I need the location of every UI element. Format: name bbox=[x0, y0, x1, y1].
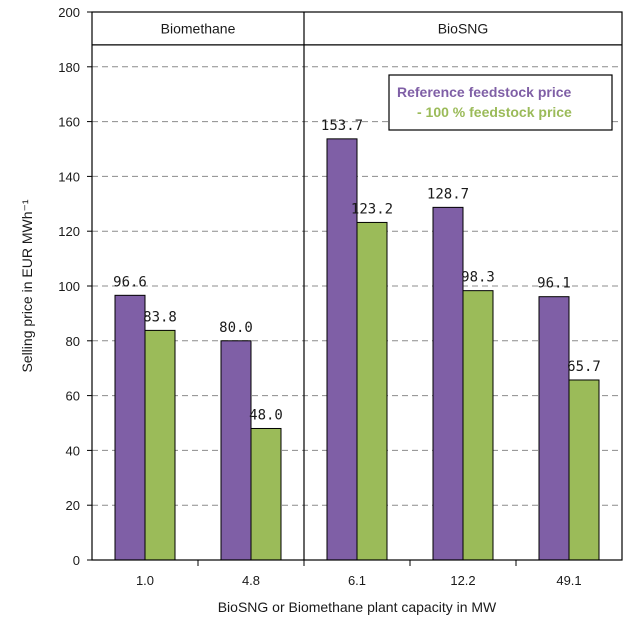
y-tick-label: 20 bbox=[66, 498, 80, 513]
data-label: 48.0 bbox=[249, 407, 283, 423]
bar bbox=[432, 206, 464, 561]
data-labels: 96.6 83.8 80.0 48.0 153.7 123.2 128.7 98.3 96.1 6… bbox=[113, 118, 601, 424]
x-tick-label: 12.2 bbox=[450, 573, 475, 588]
data-label: 96.1 bbox=[537, 276, 571, 292]
legend-entry: Reference feedstock price bbox=[397, 84, 572, 100]
x-tick-label: 1.0 bbox=[136, 573, 154, 588]
y-tick-label: 180 bbox=[58, 60, 80, 75]
data-label: 128.7 bbox=[427, 186, 469, 202]
bar bbox=[462, 290, 494, 561]
plot-frame bbox=[91, 11, 623, 561]
section-label: BioSNG bbox=[438, 20, 489, 36]
data-label: 123.2 bbox=[351, 201, 393, 217]
bar bbox=[538, 296, 570, 561]
bar bbox=[568, 379, 600, 561]
y-tick-label: 120 bbox=[58, 224, 80, 239]
x-tick-label: 4.8 bbox=[242, 573, 260, 588]
bars bbox=[114, 138, 600, 561]
x-tick-label: 49.1 bbox=[556, 573, 581, 588]
y-axis-ticks: 0 20 40 60 80 100 120 140 160 180 200 bbox=[58, 5, 92, 568]
section-label: Biomethane bbox=[161, 20, 236, 36]
y-tick-label: 80 bbox=[66, 334, 80, 349]
y-tick-label: 140 bbox=[58, 169, 80, 184]
data-label: 153.7 bbox=[321, 118, 363, 134]
bar bbox=[220, 340, 252, 561]
y-tick-label: 40 bbox=[66, 443, 80, 458]
data-label: 65.7 bbox=[567, 359, 601, 375]
y-tick-label: 200 bbox=[58, 5, 80, 20]
bar bbox=[114, 294, 146, 561]
data-label: 80.0 bbox=[219, 320, 253, 336]
x-axis-title: BioSNG or Biomethane plant capacity in M… bbox=[218, 599, 497, 615]
y-tick-label: 0 bbox=[73, 553, 80, 568]
bar bbox=[326, 138, 358, 561]
data-label: 96.6 bbox=[113, 274, 147, 290]
data-label: 83.8 bbox=[143, 309, 177, 325]
bar bbox=[250, 427, 282, 561]
x-axis-ticks: 1.0 4.8 6.1 12.2 49.1 bbox=[136, 560, 582, 588]
y-tick-label: 60 bbox=[66, 389, 80, 404]
bar bbox=[356, 221, 388, 561]
legend-box bbox=[388, 74, 613, 131]
y-tick-label: 100 bbox=[58, 279, 80, 294]
data-label: 98.3 bbox=[461, 270, 495, 286]
y-axis-title: Selling price in EUR MWh⁻¹ bbox=[19, 199, 35, 372]
y-tick-label: 160 bbox=[58, 115, 80, 130]
bar bbox=[144, 329, 176, 561]
legend-entry: - 100 % feedstock price bbox=[417, 104, 572, 120]
x-tick-label: 6.1 bbox=[348, 573, 366, 588]
legend: Reference feedstock price - 100 % feedsto… bbox=[388, 74, 613, 131]
section-headers: Biomethane BioSNG bbox=[92, 12, 622, 560]
